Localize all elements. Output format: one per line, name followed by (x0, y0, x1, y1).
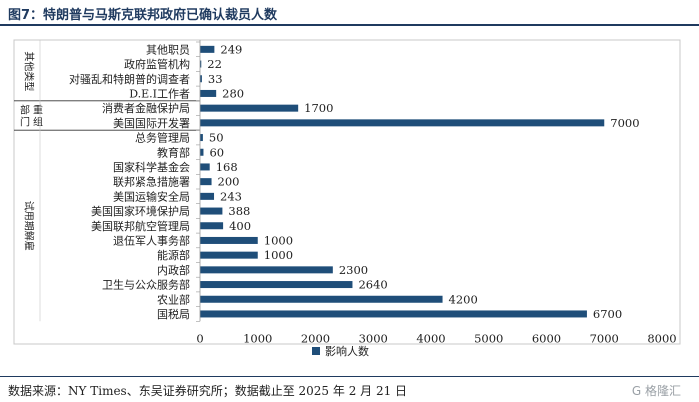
value-label: 6700 (593, 307, 622, 321)
value-label: 200 (218, 175, 240, 189)
bar (200, 75, 202, 83)
category-label: 美国运输安全局 (113, 189, 190, 203)
bar (200, 104, 299, 112)
category-label: 政府监管机构 (124, 57, 190, 71)
bar (200, 192, 215, 200)
bar (200, 119, 605, 127)
source-note: 数据来源：NY Times、东吴证券研究所；数据截止至 2025 年 2 月 2… (8, 384, 408, 398)
value-label: 388 (228, 204, 250, 218)
bar (200, 163, 210, 171)
title-divider (0, 24, 699, 26)
value-label: 60 (209, 145, 224, 159)
category-label: 卫生与公众服务部 (102, 278, 190, 292)
x-tick-label: 2000 (301, 331, 330, 345)
bar (200, 45, 215, 53)
category-label: 对骚乱和特朗普的调查者 (69, 72, 190, 86)
group-label: 部门重组 (20, 104, 43, 129)
value-label: 400 (229, 219, 251, 233)
x-tick-label: 7000 (590, 331, 619, 345)
value-label: 33 (208, 72, 223, 86)
category-label: 其他职员 (146, 43, 190, 56)
value-label: 1000 (264, 248, 293, 262)
chart-title: 图7：特朗普与马斯克联邦政府已确认裁员人数 (8, 8, 278, 23)
value-label: 2640 (358, 278, 387, 292)
value-label: 280 (222, 86, 244, 100)
category-label: 联邦紧急措施署 (113, 175, 190, 189)
x-tick-label: 5000 (474, 331, 503, 345)
legend-label: 影响人数 (325, 345, 369, 358)
group-label: 试用期解雇 (23, 201, 36, 251)
category-label: 能源部 (157, 248, 190, 262)
bar (200, 236, 258, 244)
category-label: 美国联邦航空管理局 (91, 219, 190, 233)
value-label: 243 (220, 189, 242, 203)
chart-frame (13, 39, 681, 345)
x-tick-label: 4000 (416, 331, 445, 345)
category-label: 教育部 (157, 145, 190, 159)
category-label: 退伍军人事务部 (113, 233, 190, 247)
value-label: 168 (216, 160, 238, 174)
category-label: 美国国际开发署 (113, 116, 190, 130)
value-label: 50 (209, 131, 224, 145)
bar (200, 207, 223, 215)
legend-swatch (312, 347, 320, 355)
category-label: 总务管理局 (135, 131, 190, 145)
bar (200, 295, 443, 303)
bar (200, 134, 203, 142)
category-label: 美国国家环境保护局 (91, 204, 190, 218)
footer-divider (0, 376, 699, 377)
bar (200, 251, 258, 259)
x-tick-label: 1000 (243, 331, 272, 345)
bar (200, 60, 202, 68)
value-label: 4200 (449, 292, 478, 306)
category-label: 国税局 (157, 307, 190, 321)
category-label: 消费者金融保护局 (102, 101, 190, 115)
x-tick-label: 0 (196, 331, 203, 345)
bar (200, 222, 224, 230)
x-tick-label: 6000 (532, 331, 561, 345)
watermark-logo: G 格隆汇 (631, 384, 681, 398)
category-label: 农业部 (157, 292, 190, 306)
group-label: 其他类型 (23, 51, 36, 91)
bar (200, 178, 212, 186)
value-label: 22 (207, 57, 222, 71)
value-label: 249 (220, 42, 242, 56)
bar (200, 148, 204, 156)
bar (200, 266, 333, 274)
value-label: 7000 (610, 116, 639, 130)
value-label: 1700 (304, 101, 333, 115)
bar (200, 310, 587, 318)
x-tick-label: 8000 (647, 331, 676, 345)
bar (200, 89, 217, 97)
bar (200, 281, 353, 289)
category-label: D.E.I工作者 (129, 87, 190, 100)
value-label: 1000 (264, 233, 293, 247)
category-label: 内政部 (157, 263, 190, 277)
category-label: 国家科学基金会 (113, 160, 190, 174)
x-tick-label: 3000 (359, 331, 388, 345)
value-label: 2300 (339, 263, 368, 277)
